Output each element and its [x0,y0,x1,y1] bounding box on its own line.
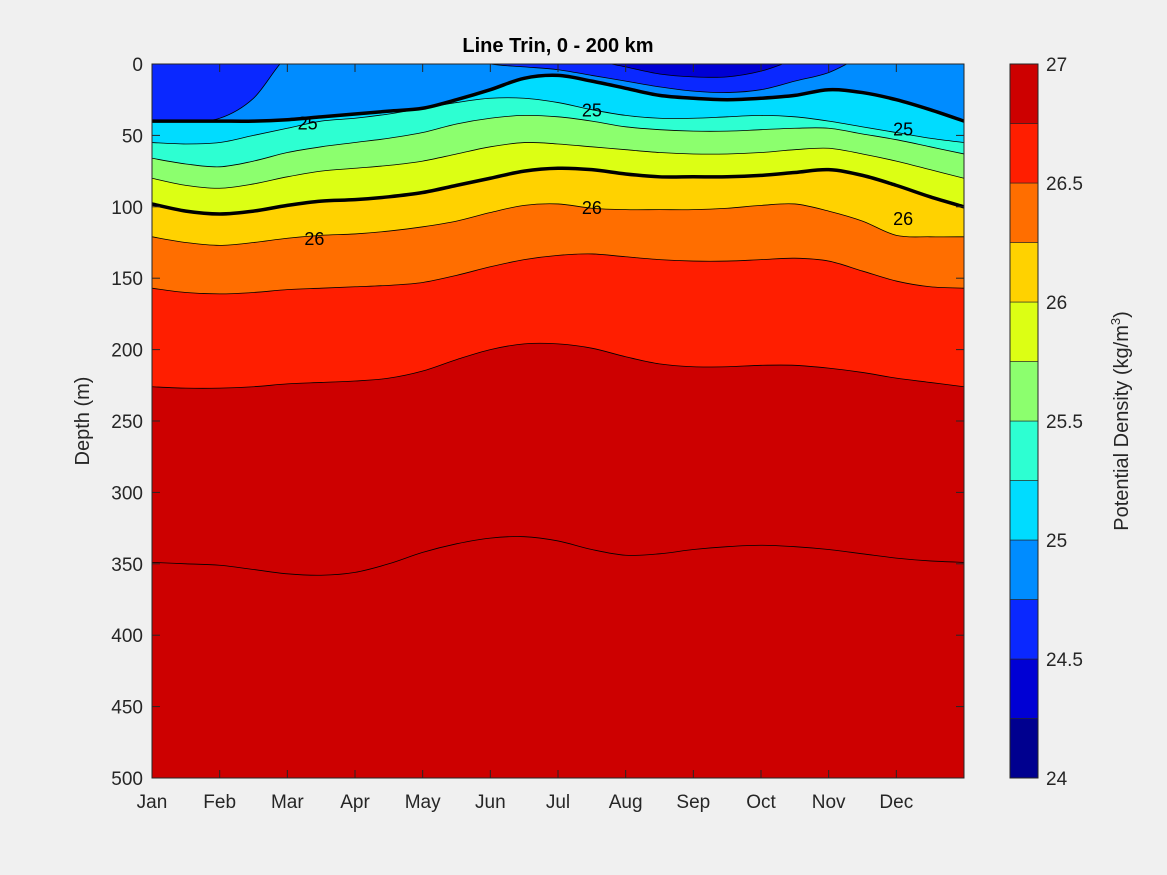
colorbar-tick-label: 27 [1046,55,1067,76]
y-tick-label: 150 [111,269,143,290]
colorbar-swatch [1009,123,1039,184]
colorbar-tick-label: 25.5 [1046,412,1083,433]
contour-line-25.25 [152,97,964,145]
x-tick-label: Sep [676,792,710,813]
y-axis-title: Depth (m) [72,377,94,466]
colorbar-tick-label: 26.5 [1046,174,1083,195]
colorbar: 24 24.5 25 25.5 26 26.5 27 [1009,55,1083,790]
contour-label: 26 [582,198,602,218]
colorbar-tick-label: 25 [1046,531,1067,552]
y-tick-label: 200 [111,341,143,362]
colorbar-tick-label: 26 [1046,293,1067,314]
density-band-27 [152,536,964,778]
y-tick-label: 250 [111,412,143,433]
colorbar-swatch [1009,361,1039,422]
colorbar-swatch [1009,242,1039,303]
y-tick-label: 300 [111,483,143,504]
contour-line-25.5 [152,114,964,168]
chart-title: Line Trin, 0 - 200 km [462,35,653,57]
contour-line-27 [152,536,964,576]
x-tick-label: Aug [609,792,643,813]
y-tick-label: 500 [111,769,143,790]
x-tick-label: Dec [879,792,913,813]
contour-line-26 [152,166,964,216]
contour-lines: 25 25 25 26 26 26 [152,64,964,576]
x-tick-label: Oct [746,792,776,813]
colorbar-title: Potential Density (kg/m3) [1108,311,1133,531]
y-tick-label: 100 [111,198,143,219]
y-tick-label: 450 [111,698,143,719]
x-tick-label: Feb [203,792,236,813]
contour-label: 25 [582,101,602,121]
contour-label: 25 [893,119,913,139]
y-tick-label: 400 [111,626,143,647]
x-tick-label: Mar [271,792,304,813]
colorbar-swatch [1009,301,1039,362]
colorbar-swatch [1009,182,1039,243]
contour-line-26.75 [152,342,964,389]
contour-label: 25 [298,114,318,134]
x-tick-label: Nov [812,792,846,813]
colorbar-tick-label: 24.5 [1046,650,1083,671]
x-tick-label: Jul [546,792,570,813]
x-tick-label: Apr [340,792,370,813]
x-tick-label: Jan [137,792,168,813]
y-tick-label: 50 [122,126,143,147]
colorbar-title-sup: 3 [1108,318,1123,325]
colorbar-swatch [1009,63,1039,124]
colorbar-swatch [1009,480,1039,541]
contour-line-25.75 [152,142,964,189]
plot-area [152,64,964,778]
contour-line-26.25 [152,203,964,246]
colorbar-swatch [1009,420,1039,481]
colorbar-tick-label: 24 [1046,769,1068,790]
y-tick-label: 0 [132,55,143,76]
x-tick-label: Jun [475,792,506,813]
colorbar-swatch [1009,539,1039,600]
y-tick-label: 350 [111,555,143,576]
colorbar-swatch [1009,718,1039,779]
colorbar-title-end: ) [1111,311,1133,318]
contour-label: 26 [304,229,324,249]
contour-line-25 [152,73,964,123]
x-tick-label: May [405,792,441,813]
contour-label: 26 [893,209,913,229]
colorbar-swatch [1009,599,1039,660]
colorbar-title-main: Potential Density (kg/m [1111,325,1133,531]
colorbar-frame [1009,63,1039,779]
colorbar-swatch [1009,658,1039,719]
contour-line-26.5 [152,253,964,295]
